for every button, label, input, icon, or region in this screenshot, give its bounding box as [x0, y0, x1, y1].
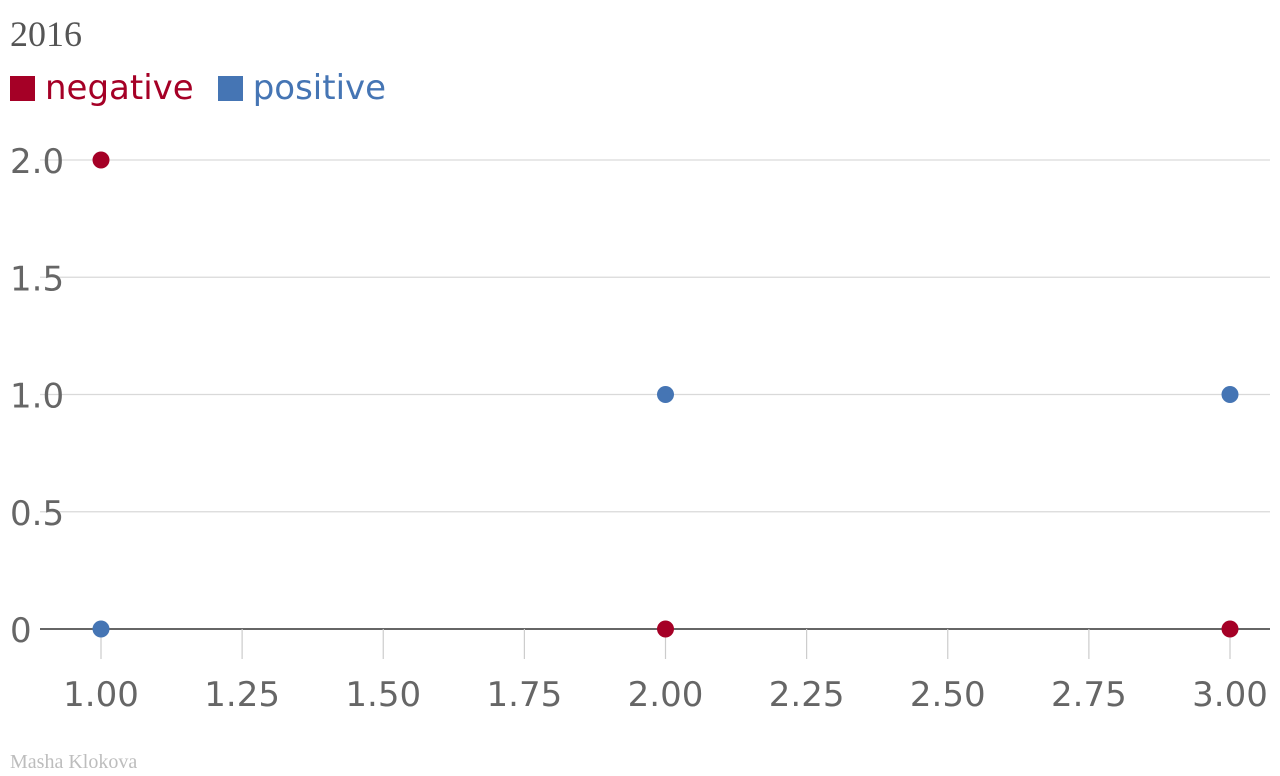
x-tick-label: 1.75	[487, 675, 563, 715]
legend-item-negative: negative	[10, 68, 194, 108]
x-tick-label: 2.25	[769, 675, 845, 715]
x-tick-label: 3.00	[1192, 675, 1268, 715]
grid-layer	[40, 159, 1270, 630]
chart-credit: Masha Klokova	[10, 751, 138, 773]
y-tick-label: 2.0	[10, 142, 64, 182]
legend-item-positive: positive	[217, 68, 387, 108]
x-tick-label: 1.50	[345, 675, 421, 715]
x-tick-label: 2.00	[628, 675, 704, 715]
y-tick-label: 0.5	[10, 494, 64, 534]
point-positive	[92, 620, 110, 638]
y-tick-label: 1.0	[10, 377, 64, 417]
point-negative	[1221, 620, 1239, 638]
point-negative	[92, 151, 110, 169]
y-axis: 0 0.5 1.0 1.5 2.0	[10, 142, 64, 651]
legend-label-positive: positive	[252, 68, 387, 108]
chart-legend: negative positive	[10, 68, 410, 108]
legend-swatch-negative	[10, 75, 35, 101]
x-tick-label: 1.00	[63, 675, 139, 715]
x-tick-label: 1.25	[204, 675, 280, 715]
data-points	[92, 151, 1239, 638]
legend-label-negative: negative	[45, 68, 194, 108]
y-tick-label: 1.5	[10, 259, 64, 299]
point-negative	[657, 620, 674, 638]
chart-title: 2016	[10, 14, 82, 54]
x-axis: 1.00 1.25 1.50 1.75 2.00 2.25 2.50 2.75 3.00	[63, 629, 1268, 715]
legend-swatch-positive	[217, 75, 243, 101]
point-positive	[1221, 386, 1239, 403]
x-tick-label: 2.75	[1051, 675, 1127, 715]
x-tick-label: 2.50	[910, 675, 986, 715]
y-tick-label: 0	[10, 611, 32, 651]
point-positive	[657, 386, 674, 403]
